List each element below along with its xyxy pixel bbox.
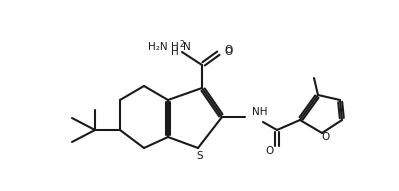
Text: O: O xyxy=(224,47,232,57)
Text: N: N xyxy=(183,42,191,52)
Text: O: O xyxy=(224,45,232,55)
Text: NH: NH xyxy=(252,107,267,117)
Text: O: O xyxy=(265,146,273,156)
Text: 2: 2 xyxy=(180,40,184,49)
Text: H: H xyxy=(171,42,179,52)
Text: S: S xyxy=(197,151,203,161)
Text: H₂N: H₂N xyxy=(148,42,168,52)
Text: O: O xyxy=(321,132,329,142)
Text: H: H xyxy=(171,47,179,57)
